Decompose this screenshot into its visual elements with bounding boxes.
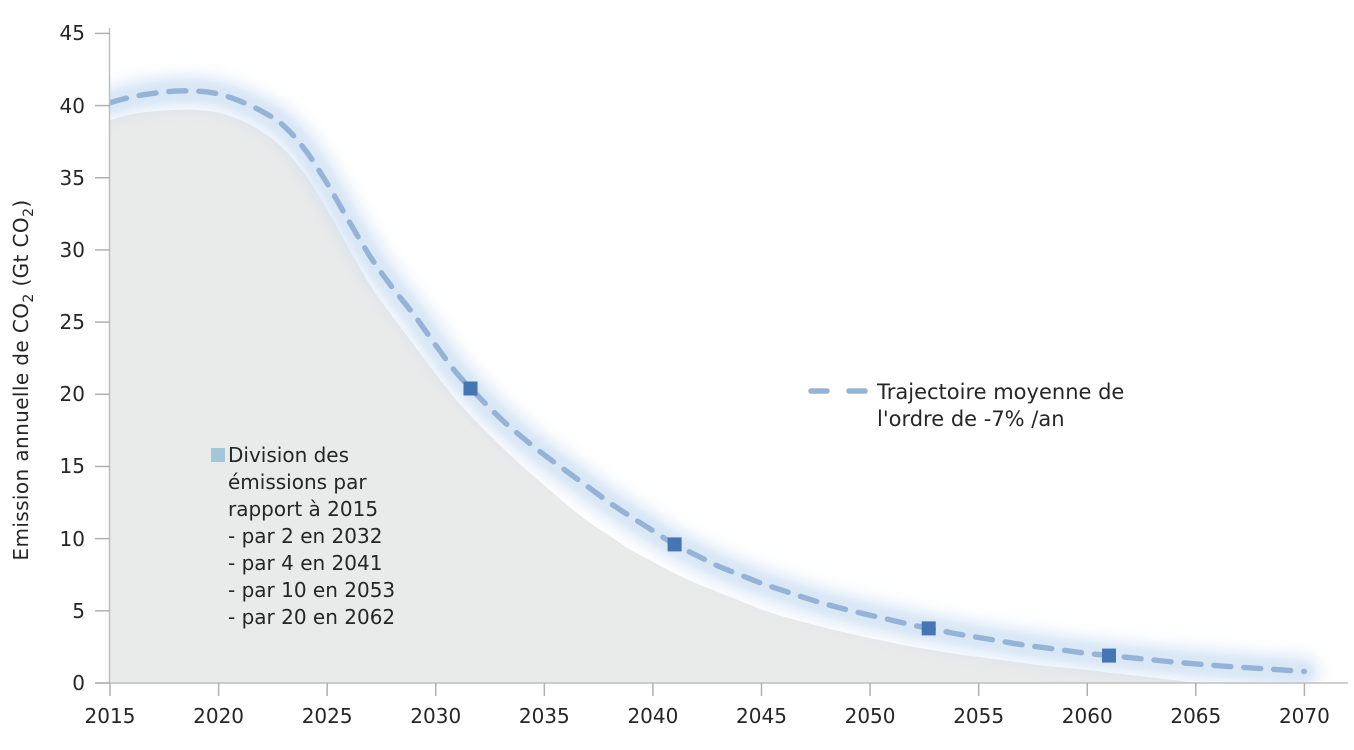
y-tick-label: 35 (59, 165, 85, 190)
y-axis-title-subscript: 2 (21, 207, 37, 217)
y-tick-label: 0 (72, 671, 85, 695)
plot-area (110, 75, 1320, 683)
x-tick-label: 2050 (844, 704, 896, 728)
x-tick-label: 2015 (84, 704, 136, 728)
y-tick-label: 5 (72, 598, 85, 623)
y-axis-title-subscript: 2 (21, 293, 37, 303)
trajectory-marker (1102, 648, 1116, 663)
emissions-area (110, 109, 1192, 683)
trajectory-marker (921, 621, 936, 636)
annotation-line: - par 2 en 2032 (228, 524, 383, 548)
legend-label: Trajectoire moyenne de l'ordre de -7% /an (800, 379, 1130, 433)
legend-dash-sample-icon (808, 388, 868, 394)
y-tick-label: 30 (59, 237, 85, 262)
x-tick-label: 2070 (1278, 704, 1330, 728)
annotation-note: Division des émissions par rapport à 2015 -… (196, 442, 446, 631)
trajectory-marker (463, 381, 478, 396)
x-tick-label: 2040 (627, 704, 679, 728)
x-tick-label: 2065 (1170, 704, 1222, 728)
x-tick-label: 2055 (953, 704, 1005, 728)
y-axis-title-segment: Emission annuelle de CO (9, 302, 33, 561)
annotation-bullet-icon (211, 448, 225, 462)
y-tick-label: 25 (59, 310, 85, 335)
x-tick-label: 2030 (410, 704, 462, 728)
legend-label-line: l'ordre de -7% /an (877, 407, 1065, 431)
x-tick-label: 2020 (193, 704, 245, 728)
y-tick-label: 15 (59, 454, 85, 479)
y-tick-label: 20 (59, 382, 85, 407)
annotation-line: émissions par (228, 470, 367, 494)
y-axis-title: Emission annuelle de CO2 (Gt CO2) (8, 120, 37, 640)
annotation-line: rapport à 2015 (228, 497, 379, 521)
annotation-text: Division des émissions par rapport à 2015 -… (196, 442, 446, 631)
annotation-line: - par 10 en 2053 (228, 578, 396, 602)
y-tick-label: 45 (59, 21, 85, 46)
x-tick-label: 2025 (301, 704, 353, 728)
x-tick-label: 2035 (518, 704, 570, 728)
x-tick-label: 2045 (736, 704, 787, 728)
y-tick-label: 40 (59, 93, 85, 118)
annotation-line: Division des (228, 443, 350, 467)
y-tick-label: 10 (59, 526, 85, 551)
annotation-line: - par 4 en 2041 (228, 551, 383, 575)
x-tick-label: 2060 (1061, 704, 1113, 728)
annotation-line: - par 20 en 2062 (228, 605, 396, 629)
trajectory-marker (667, 537, 682, 552)
legend: Trajectoire moyenne de l'ordre de -7% /an (800, 379, 1130, 433)
y-axis-title-segment: ) (9, 199, 33, 208)
legend-label-line: Trajectoire moyenne de (877, 380, 1125, 404)
